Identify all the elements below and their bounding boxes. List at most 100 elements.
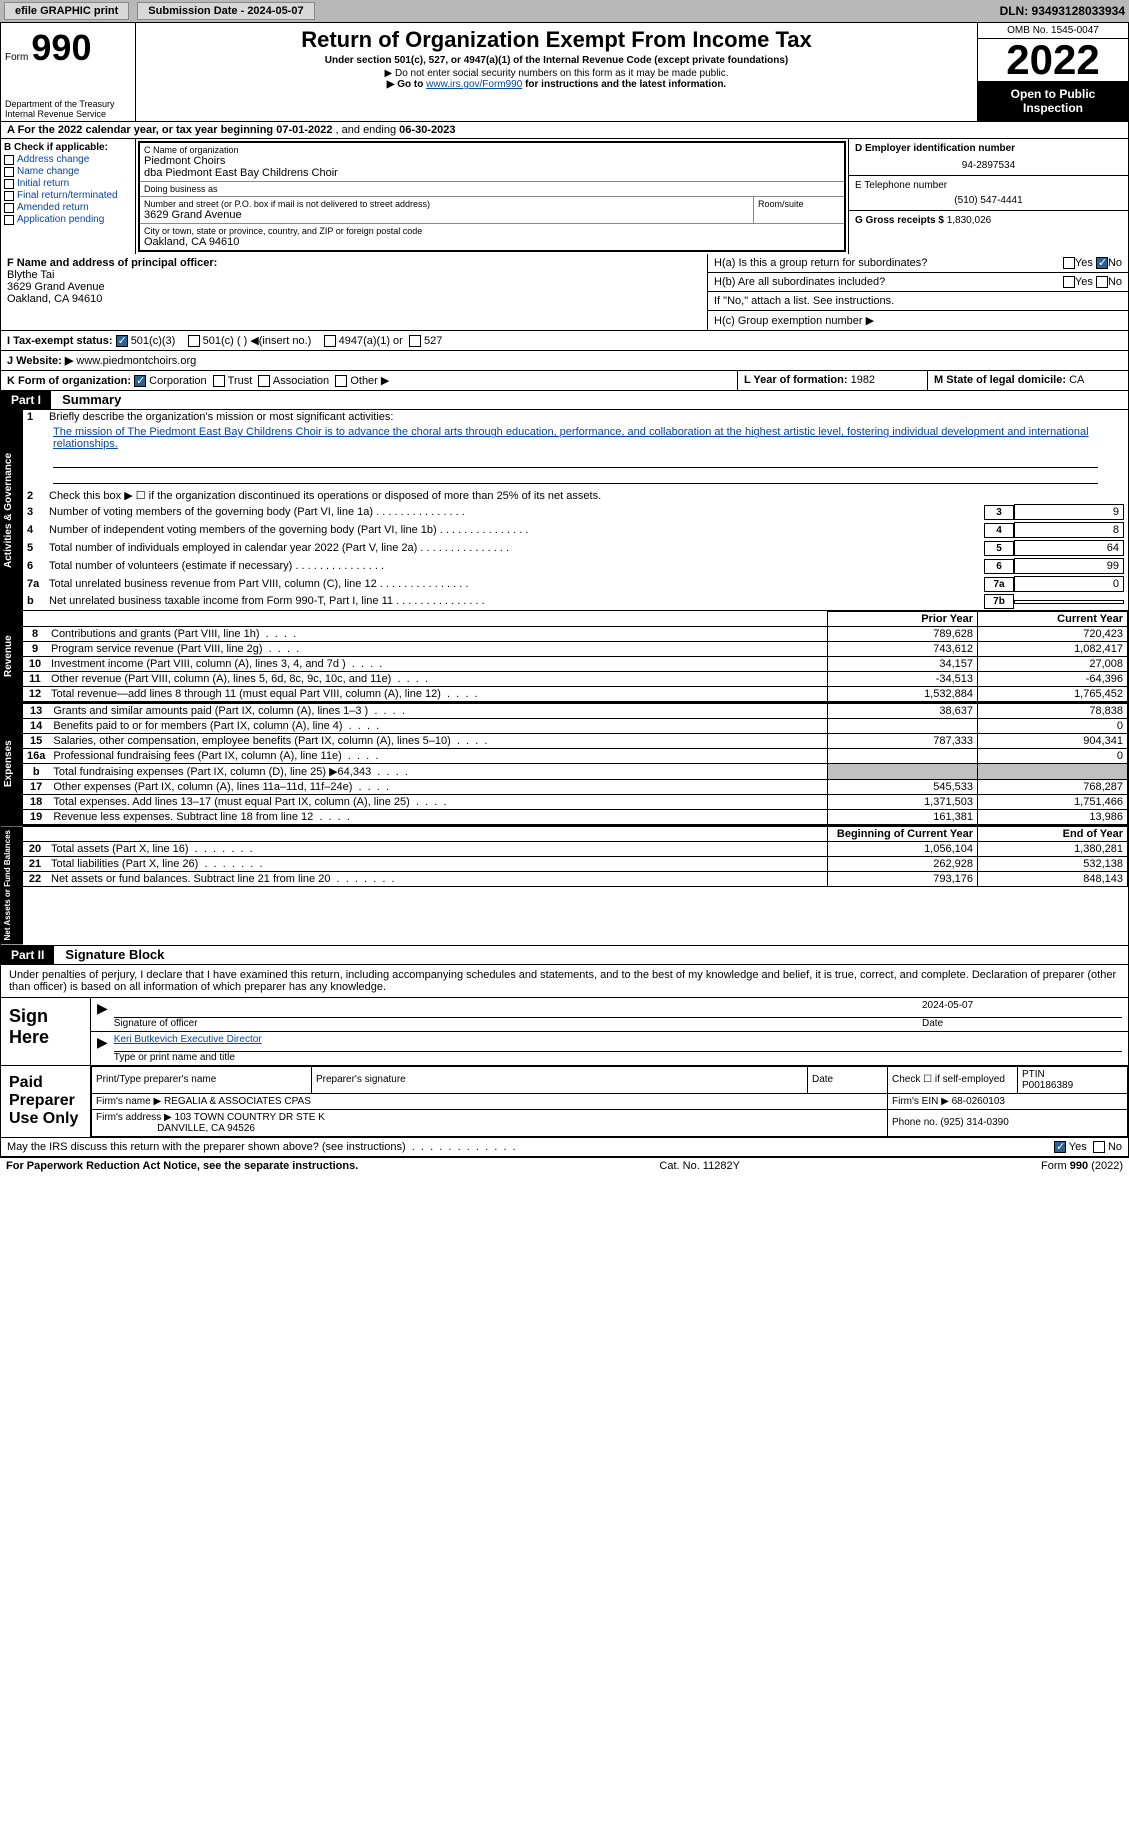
tax-year-end: 06-30-2023 [399,124,455,136]
col-c-org: C Name of organization Piedmont Choirs d… [136,139,848,254]
year-formation: 1982 [851,374,875,386]
dln: DLN: 93493128033934 [1000,4,1125,18]
form-number: 990 [31,27,91,68]
irs-discuss-text: May the IRS discuss this return with the… [7,1141,1054,1153]
chk-trust[interactable] [213,375,225,387]
expenses-table: 13Grants and similar amounts paid (Part … [23,703,1128,825]
city-label: City or town, state or province, country… [144,226,840,236]
officer-label: F Name and address of principal officer: [7,257,701,269]
row-fh: F Name and address of principal officer:… [0,254,1129,331]
room-label: Room/suite [758,199,840,209]
hdr-beg-year: Beginning of Current Year [828,827,978,842]
chk-association[interactable] [258,375,270,387]
chk-final-return[interactable]: Final return/terminated [4,190,132,201]
firm-addr-label: Firm's address ▶ [96,1112,172,1123]
subtitle-3: ▶ Go to www.irs.gov/Form990 for instruct… [144,79,969,90]
org-name: Piedmont Choirs [144,155,840,167]
form-footer: Form 990 (2022) [1041,1160,1123,1172]
rev-row-12: 12Total revenue—add lines 8 through 11 (… [23,687,1128,702]
row-j: J Website: ▶ www.piedmontchoirs.org [0,351,1129,371]
irs-discuss-yes[interactable] [1054,1141,1066,1153]
side-tab-expenses: Expenses [1,703,23,825]
chk-corporation[interactable] [134,375,146,387]
ha-label: H(a) Is this a group return for subordin… [714,257,927,269]
chk-other[interactable] [335,375,347,387]
phone-label: E Telephone number [855,180,1122,191]
chk-501c3[interactable] [116,335,128,347]
city-state-zip: Oakland, CA 94610 [144,236,840,248]
chk-app-pending[interactable]: Application pending [4,214,132,225]
header-left: Form 990 Department of the Treasury Inte… [1,23,136,121]
chk-4947[interactable] [324,335,336,347]
state-domicile: CA [1069,374,1084,386]
ha-yes[interactable] [1063,257,1075,269]
officer-name: Blythe Tai [7,269,701,281]
line-5: 5Total number of individuals employed in… [23,539,1128,557]
firm-ein-label: Firm's EIN ▶ [892,1096,949,1107]
part2-header: Part II Signature Block [0,946,1129,965]
exp-row-15: 15Salaries, other compensation, employee… [23,734,1128,749]
chk-amended[interactable]: Amended return [4,202,132,213]
street-address: 3629 Grand Avenue [144,209,749,221]
org-dba-name: dba Piedmont East Bay Childrens Choir [144,167,840,179]
irs-discuss-row: May the IRS discuss this return with the… [0,1138,1129,1157]
hb-yes[interactable] [1063,276,1075,288]
hdr-end-year: End of Year [978,827,1128,842]
form-header: Form 990 Department of the Treasury Inte… [0,22,1129,122]
officer-name-title[interactable]: Keri Butkevich Executive Director [114,1034,262,1045]
section-netassets: Net Assets or Fund Balances Beginning of… [0,826,1129,945]
part2-title: Signature Block [57,945,172,964]
goto-pre: ▶ Go to [387,79,426,90]
check-self-employed[interactable]: Check ☐ if self-employed [888,1066,1018,1093]
cat-no: Cat. No. 11282Y [659,1160,740,1172]
submission-date: Submission Date - 2024-05-07 [137,2,314,20]
exp-row-b: bTotal fundraising expenses (Part IX, co… [23,764,1128,780]
part1-badge: Part I [1,391,51,409]
irs-link[interactable]: www.irs.gov/Form990 [426,79,522,90]
street-label: Number and street (or P.O. box if mail i… [144,199,749,209]
chk-527[interactable] [409,335,421,347]
section-expenses: Expenses 13Grants and similar amounts pa… [0,703,1129,826]
line2-text: Check this box ▶ ☐ if the organization d… [49,489,1124,502]
hb-no[interactable] [1096,276,1108,288]
rev-row-9: 9Program service revenue (Part VIII, lin… [23,642,1128,657]
efile-print-button[interactable]: efile GRAPHIC print [4,2,129,20]
website-label: J Website: ▶ [7,355,73,367]
row-klm: K Form of organization: Corporation Trus… [0,371,1129,391]
ptin-label: PTIN [1022,1069,1045,1080]
revenue-table: Prior Year Current Year 8Contributions a… [23,611,1128,702]
side-tab-revenue: Revenue [1,611,23,702]
page-footer: For Paperwork Reduction Act Notice, see … [0,1157,1129,1174]
row-i: I Tax-exempt status: 501(c)(3) 501(c) ( … [0,331,1129,351]
subtitle-1: Under section 501(c), 527, or 4947(a)(1)… [144,55,969,66]
header-right: OMB No. 1545-0047 2022 Open to Public In… [978,23,1128,121]
firm-addr1: 103 TOWN COUNTRY DR STE K [175,1112,325,1123]
ha-no[interactable] [1096,257,1108,269]
na-row-22: 22Net assets or fund balances. Subtract … [23,872,1128,887]
chk-name-change[interactable]: Name change [4,166,132,177]
gross-receipts-label: G Gross receipts $ [855,215,944,226]
irs-discuss-no[interactable] [1093,1141,1105,1153]
goto-post: for instructions and the latest informat… [525,79,726,90]
prep-name-label: Print/Type preparer's name [92,1066,312,1093]
exp-row-18: 18Total expenses. Add lines 13–17 (must … [23,795,1128,810]
chk-initial-return[interactable]: Initial return [4,178,132,189]
chk-address-change[interactable]: Address change [4,154,132,165]
date-label: Date [922,1018,943,1029]
part1-title: Summary [54,390,129,409]
line-3: 3Number of voting members of the governi… [23,503,1128,521]
dba-label: Doing business as [144,184,840,194]
perjury-declaration: Under penalties of perjury, I declare th… [1,965,1128,997]
ein-value: 94-2897534 [855,160,1122,171]
col-d-ein: D Employer identification number 94-2897… [848,139,1128,254]
exp-row-14: 14Benefits paid to or for members (Part … [23,719,1128,734]
rev-row-8: 8Contributions and grants (Part VIII, li… [23,627,1128,642]
sig-date: 2024-05-07 [922,1000,1122,1018]
netassets-table: Beginning of Current Year End of Year 20… [23,826,1128,887]
row-a-tax-year: A For the 2022 calendar year, or tax yea… [0,122,1129,139]
preparer-table: Print/Type preparer's name Preparer's si… [91,1066,1128,1137]
chk-501c[interactable] [188,335,200,347]
mission-text: The mission of The Piedmont East Bay Chi… [23,424,1128,452]
firm-phone: (925) 314-0390 [940,1117,1008,1128]
rev-row-10: 10Investment income (Part VIII, column (… [23,657,1128,672]
